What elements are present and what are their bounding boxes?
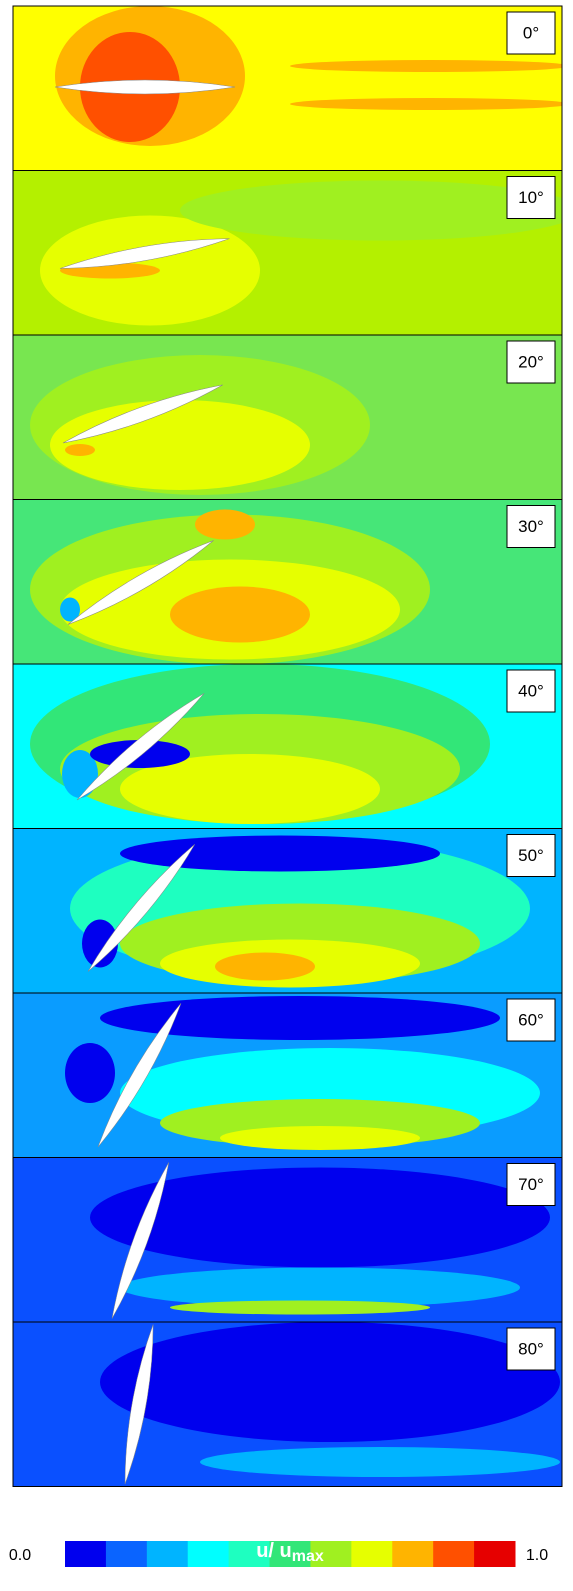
colorbar-swatch <box>351 1541 392 1567</box>
contour-region <box>170 587 310 643</box>
angle-label: 50° <box>518 846 544 865</box>
colorbar-swatch <box>392 1541 433 1567</box>
angle-label: 30° <box>518 517 544 536</box>
angle-label: 20° <box>518 352 544 371</box>
colorbar-min-label: 0.0 <box>9 1547 31 1564</box>
angle-label: 0° <box>523 23 539 42</box>
figure: 0° 10° 20° 30° 40° 50° 60° 70° 80° 0.0 1.0 u/ um… <box>0 0 573 1591</box>
angle-label: 80° <box>518 1339 544 1358</box>
contour-region <box>120 836 440 872</box>
contour-region <box>215 953 315 981</box>
colorbar-swatch <box>188 1541 229 1567</box>
colorbar-swatch <box>65 1541 106 1567</box>
contour-region <box>220 1126 420 1150</box>
colorbar-title-main: u/ u <box>256 1540 292 1562</box>
contour-panel <box>13 335 562 500</box>
contour-panel <box>13 993 562 1158</box>
colorbar-swatch <box>433 1541 474 1567</box>
colorbar-title-sub: max <box>292 1548 324 1565</box>
contour-region <box>65 444 95 456</box>
colorbar-swatch <box>147 1541 188 1567</box>
contour-panel <box>13 829 562 994</box>
angle-label: 70° <box>518 1175 544 1194</box>
contour-panel <box>13 1158 562 1323</box>
contour-panel <box>13 6 570 171</box>
contour-panel <box>13 664 562 829</box>
contour-region <box>65 1043 115 1103</box>
angle-label: 60° <box>518 1010 544 1029</box>
colorbar-max-label: 1.0 <box>526 1547 548 1564</box>
contour-region <box>50 400 310 490</box>
contour-region <box>290 60 570 72</box>
contour-region <box>290 98 570 110</box>
contour-region <box>100 1322 560 1442</box>
angle-label: 10° <box>518 188 544 207</box>
contour-region <box>200 1447 560 1477</box>
contour-panel <box>13 171 573 336</box>
colorbar-swatch <box>474 1541 515 1567</box>
contour-region <box>170 1301 430 1315</box>
contour-region <box>195 510 255 540</box>
colorbar-swatch <box>106 1541 147 1567</box>
angle-label: 40° <box>518 681 544 700</box>
contour-panel <box>13 500 562 665</box>
contour-panel <box>13 1322 562 1487</box>
